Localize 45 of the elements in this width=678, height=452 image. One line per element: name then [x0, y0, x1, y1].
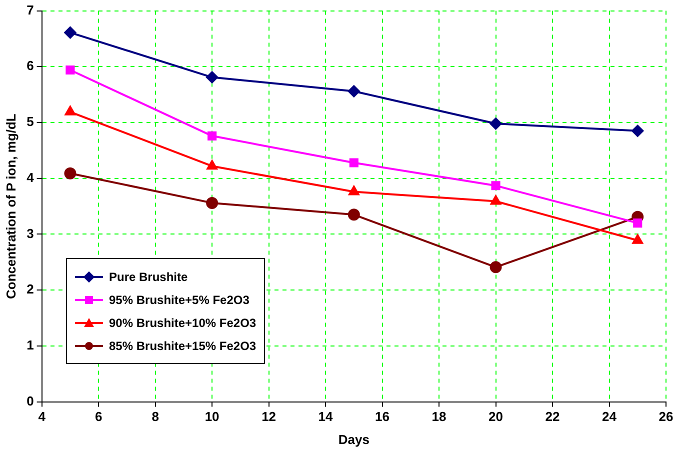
- point: [348, 85, 360, 98]
- legend-label: 95% Brushite+5% Fe2O3: [109, 292, 250, 306]
- y-tick-label: 4: [26, 170, 35, 185]
- legend-label: Pure Brushite: [109, 270, 188, 284]
- point: [64, 106, 76, 116]
- x-tick-label: 6: [94, 409, 102, 424]
- y-tick-label: 2: [26, 282, 34, 297]
- x-tick-label: 14: [318, 409, 334, 424]
- y-tick-label: 0: [26, 393, 34, 408]
- point: [208, 131, 217, 140]
- x-tick-label: 22: [545, 409, 560, 424]
- legend-label: 85% Brushite+15% Fe2O3: [109, 338, 256, 352]
- x-tick-label: 26: [658, 409, 674, 424]
- x-tick-label: 12: [262, 409, 276, 424]
- point: [490, 261, 502, 274]
- point: [490, 118, 502, 130]
- point: [206, 196, 218, 209]
- point: [632, 234, 643, 244]
- point: [64, 26, 76, 39]
- y-tick-label: 7: [26, 2, 34, 18]
- y-tick-label: 5: [26, 114, 34, 130]
- point: [348, 186, 360, 196]
- x-tick-label: 10: [204, 409, 220, 424]
- point: [66, 65, 75, 75]
- point: [490, 195, 502, 205]
- x-axis-title: Days: [338, 432, 370, 447]
- x-tick-label: 20: [488, 409, 504, 424]
- point: [206, 160, 218, 170]
- y-tick-label: 1: [26, 338, 34, 353]
- x-tick-label: 4: [38, 409, 46, 424]
- x-tick-label: 18: [432, 409, 446, 424]
- y-axis-title: Concentration of P ion, mg/dL: [3, 114, 18, 299]
- x-tick-label: 16: [375, 409, 390, 424]
- y-tick-label: 6: [26, 58, 34, 74]
- x-tick-label: 8: [152, 409, 159, 424]
- point: [349, 158, 358, 168]
- point: [632, 124, 644, 137]
- legend-label: 90% Brushite+10% Fe2O3: [109, 316, 256, 330]
- point: [633, 218, 642, 228]
- x-tick-label: 24: [602, 409, 618, 424]
- point: [491, 181, 500, 190]
- point: [206, 71, 218, 84]
- point: [348, 208, 360, 221]
- point: [64, 167, 76, 180]
- y-tick-label: 3: [26, 226, 34, 241]
